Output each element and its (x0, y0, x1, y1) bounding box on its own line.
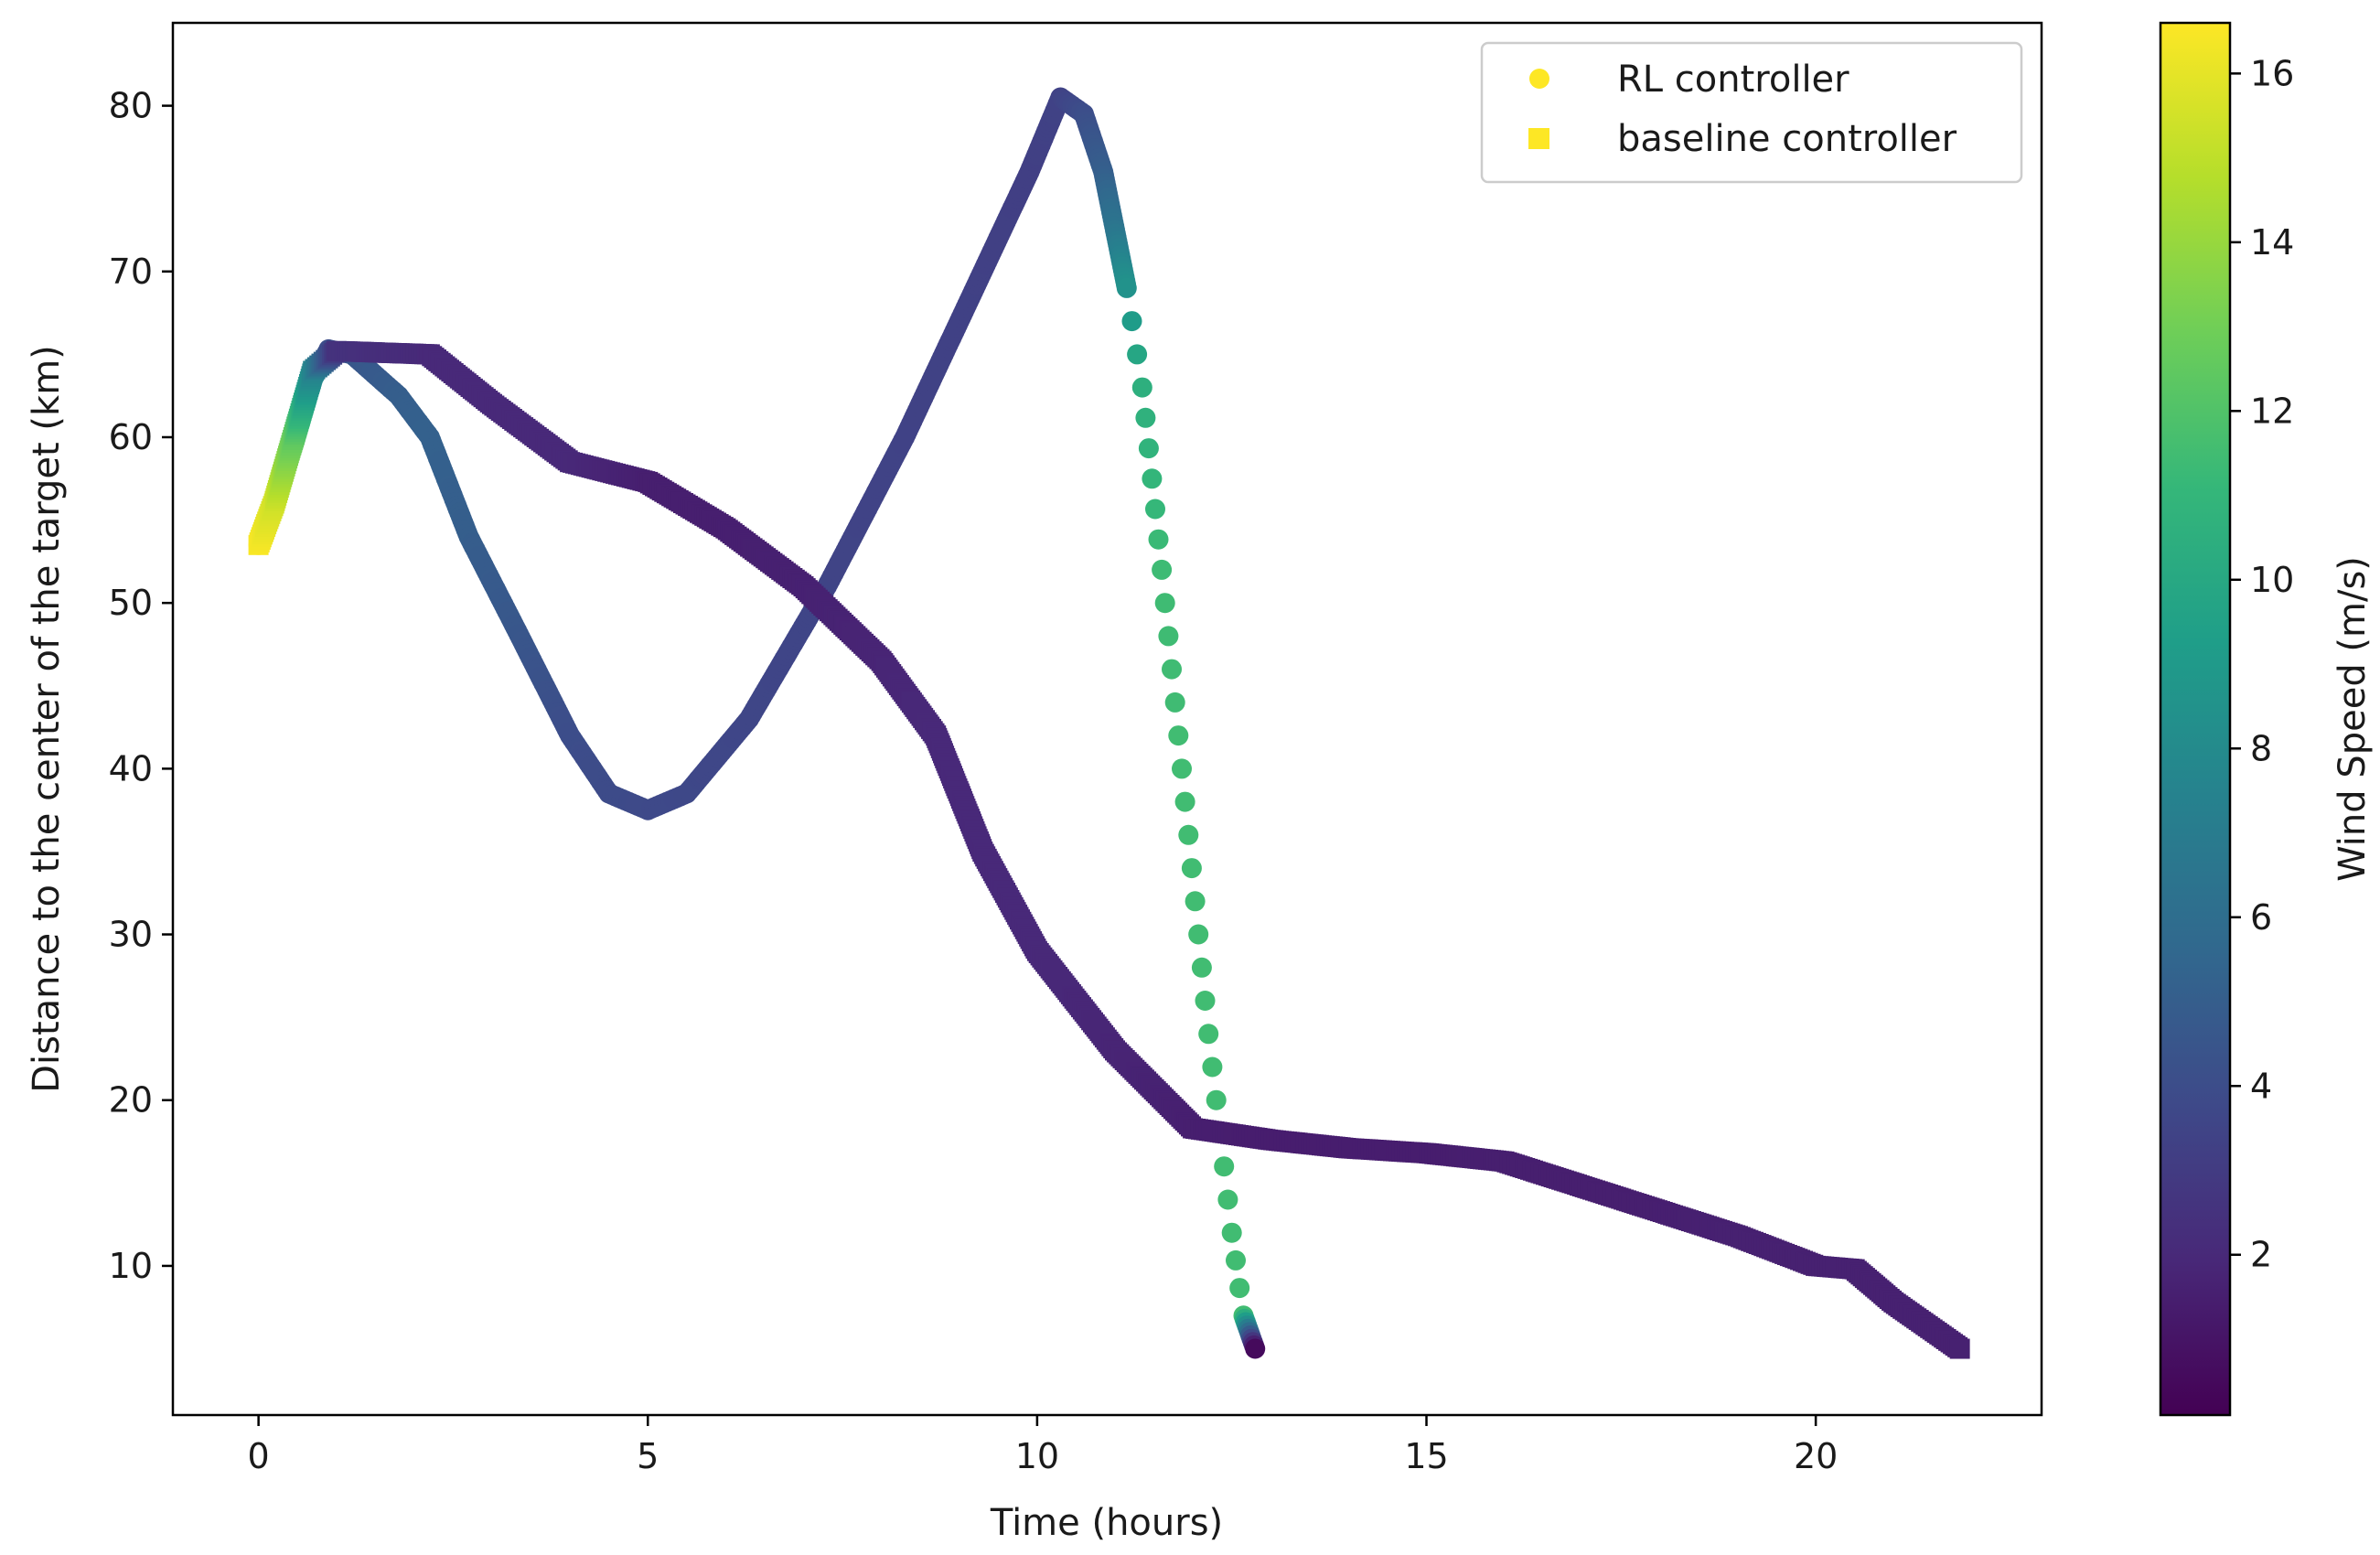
rl-controller-point (1245, 1338, 1266, 1359)
colorbar: 2 4 6 8 10 12 14 16 Wind Speed (m/s) (2159, 21, 2374, 1417)
y-tick-label: 10 (109, 1246, 153, 1286)
rl-controller-point (1206, 1089, 1227, 1110)
colorbar-bar (2160, 23, 2230, 1415)
colorbar-tick-label: 14 (2250, 222, 2294, 263)
rl-controller-point (1188, 924, 1209, 945)
x-tick-label: 10 (1015, 1436, 1059, 1476)
data-points (248, 87, 1970, 1359)
plot-frame (171, 21, 2043, 1417)
colorbar-label: Wind Speed (m/s) (2332, 556, 2374, 882)
rl-controller-point (1226, 1249, 1246, 1271)
y-axis: 10 20 30 40 50 60 70 80 (109, 86, 173, 1286)
colorbar-tick-label: 6 (2250, 897, 2272, 938)
x-axis: 0 5 10 15 20 (248, 1415, 1838, 1476)
colorbar-frame (2159, 21, 2232, 1417)
legend-label-baseline-controller: baseline controller (1617, 118, 1957, 160)
rl-controller-point (1185, 891, 1206, 912)
rl-controller-point (1116, 277, 1137, 298)
rl-controller-point (1152, 559, 1173, 580)
colorbar-ticks: 2 4 6 8 10 12 14 16 (2230, 53, 2294, 1275)
plot-background (173, 23, 2042, 1415)
rl-controller-point (1121, 311, 1142, 332)
colorbar-tick-label: 8 (2250, 728, 2272, 768)
colorbar-tick-label: 4 (2250, 1066, 2272, 1106)
y-tick-label: 70 (109, 252, 153, 292)
rl-controller-point (1127, 344, 1148, 365)
x-tick-label: 0 (248, 1436, 270, 1476)
rl-controller-point (1191, 957, 1212, 978)
y-axis-label: Distance to the center of the target (km… (26, 345, 68, 1093)
legend-marker-rl-controller (1529, 69, 1549, 89)
rl-controller-point (1174, 791, 1195, 812)
rl-controller-point (1181, 858, 1202, 879)
rl-controller-point (1214, 1156, 1235, 1177)
y-tick-label: 20 (109, 1080, 153, 1121)
series-baseline-controller (248, 340, 1970, 1359)
rl-controller-point (1135, 407, 1156, 428)
rl-controller-point (1162, 659, 1182, 680)
legend-label-rl-controller: RL controller (1617, 59, 1849, 101)
y-tick-label: 30 (109, 915, 153, 955)
colorbar-tick-label: 16 (2250, 53, 2294, 93)
legend-marker-baseline-controller (1528, 128, 1549, 149)
rl-controller-point (1148, 529, 1169, 550)
rl-controller-point (1178, 824, 1199, 845)
rl-controller-point (1164, 692, 1185, 713)
rl-controller-point (1195, 991, 1216, 1011)
rl-controller-point (1202, 1056, 1223, 1078)
colorbar-tick-label: 2 (2250, 1235, 2272, 1275)
legend-box (1480, 41, 2023, 184)
y-tick-label: 80 (109, 86, 153, 126)
x-tick-label: 15 (1404, 1436, 1448, 1476)
rl-controller-point (1198, 1024, 1219, 1045)
rl-controller-point (1142, 468, 1163, 489)
x-tick-label: 5 (637, 1436, 659, 1476)
x-tick-label: 20 (1794, 1436, 1838, 1476)
baseline-controller-point (1949, 1338, 1970, 1359)
rl-controller-point (1138, 438, 1159, 459)
colorbar-tick-label: 10 (2250, 560, 2294, 600)
legend: RL controller baseline controller (1480, 41, 2023, 184)
colorbar-tick-label: 12 (2250, 391, 2294, 431)
x-axis-label: Time (hours) (990, 1502, 1223, 1544)
rl-controller-point (1154, 593, 1175, 614)
plot-area (171, 21, 2043, 1417)
rl-controller-point (1172, 758, 1192, 779)
rl-controller-point (1168, 725, 1189, 746)
y-tick-label: 40 (109, 748, 153, 788)
rl-controller-point (1158, 626, 1179, 647)
rl-controller-point (1145, 499, 1165, 520)
y-tick-label: 50 (109, 583, 153, 623)
rl-controller-point (1221, 1222, 1242, 1243)
rl-controller-point (1131, 377, 1152, 398)
rl-controller-point (1229, 1278, 1250, 1299)
y-tick-label: 60 (109, 417, 153, 457)
rl-controller-point (1217, 1189, 1238, 1210)
